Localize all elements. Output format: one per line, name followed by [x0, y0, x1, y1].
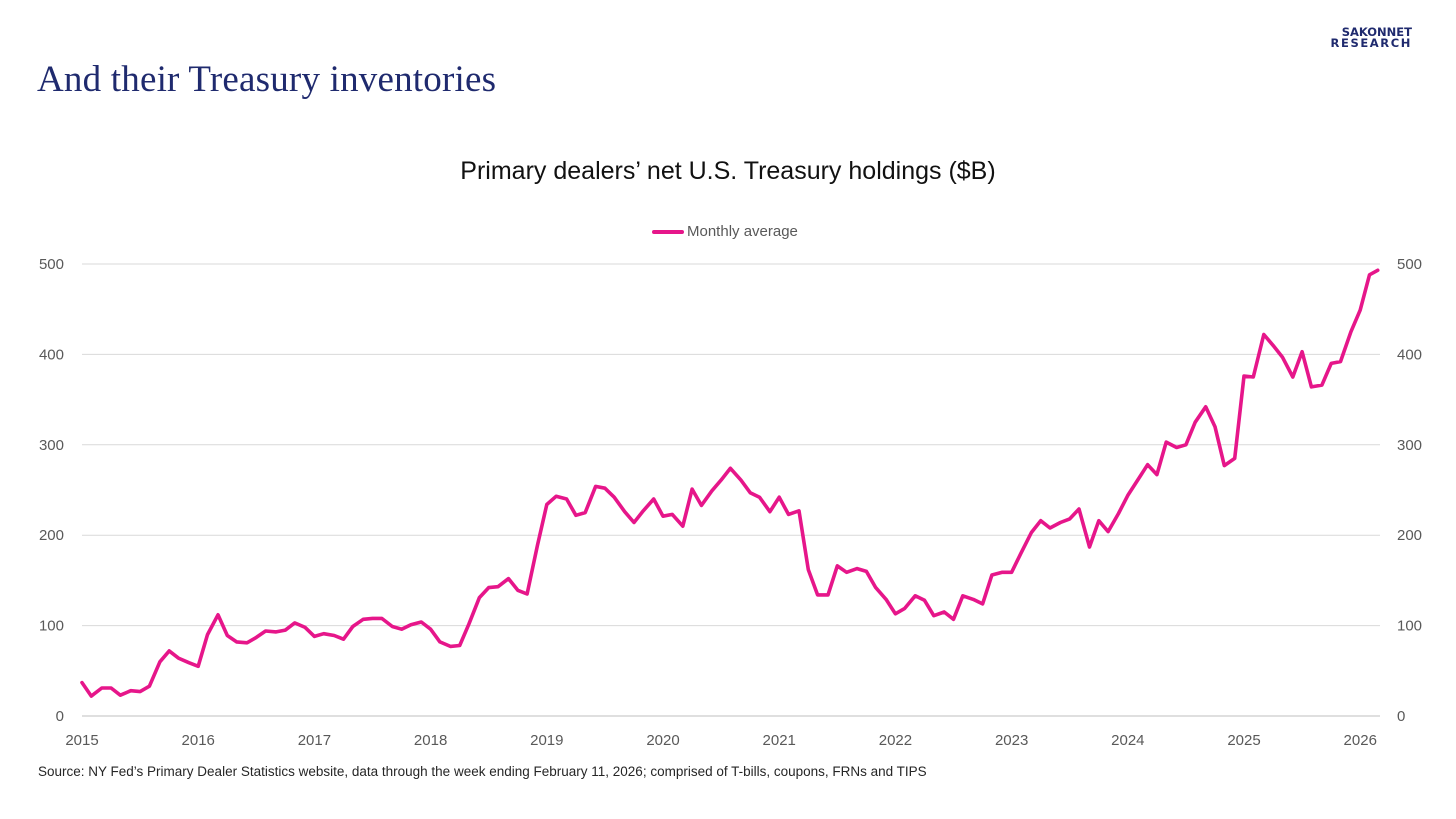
chart-legend: Monthly average	[652, 223, 798, 240]
sakonnet-research-logo: SAKONNET RESEARCH	[1330, 25, 1412, 50]
y-axis-left-ticks: 0 100 200 300 400 500	[39, 256, 64, 725]
x-tick-2019: 2019	[530, 732, 563, 749]
series-line-monthly-average	[80, 268, 1380, 698]
y-tick-left-200: 200	[39, 527, 64, 544]
slide-title: And their Treasury inventories	[37, 59, 497, 100]
y-tick-left-500: 500	[39, 256, 64, 273]
x-tick-2023: 2023	[995, 732, 1028, 749]
logo-line-2: RESEARCH	[1330, 36, 1412, 50]
y-tick-right-200: 200	[1397, 527, 1422, 544]
y-tick-left-0: 0	[56, 708, 64, 725]
chart-title: Primary dealers’ net U.S. Treasury holdi…	[460, 157, 996, 185]
x-axis-ticks: 2015 2016 2017 2018 2019 2020 2021 2022 2023 2024…	[65, 732, 1377, 749]
y-tick-right-0: 0	[1397, 708, 1405, 725]
x-tick-2024: 2024	[1111, 732, 1144, 749]
legend-swatch	[652, 229, 684, 234]
y-tick-right-500: 500	[1397, 256, 1422, 273]
y-tick-right-100: 100	[1397, 618, 1422, 635]
x-tick-2020: 2020	[646, 732, 679, 749]
y-tick-left-300: 300	[39, 437, 64, 454]
source-note: Source: NY Fed’s Primary Dealer Statisti…	[38, 764, 927, 779]
gridlines	[82, 263, 1380, 717]
x-tick-2016: 2016	[182, 732, 215, 749]
y-axis-right-ticks: 0 100 200 300 400 500	[1397, 256, 1422, 725]
x-tick-2018: 2018	[414, 732, 447, 749]
x-tick-2021: 2021	[763, 732, 796, 749]
x-tick-2025: 2025	[1227, 732, 1260, 749]
logo-line-1: SAKONNET	[1341, 25, 1412, 39]
legend-label: Monthly average	[687, 223, 798, 240]
y-tick-right-400: 400	[1397, 346, 1422, 363]
x-tick-2015: 2015	[65, 732, 98, 749]
y-tick-left-100: 100	[39, 618, 64, 635]
y-tick-right-300: 300	[1397, 437, 1422, 454]
y-tick-left-400: 400	[39, 346, 64, 363]
x-tick-2022: 2022	[879, 732, 912, 749]
x-tick-2017: 2017	[298, 732, 331, 749]
x-tick-2026: 2026	[1344, 732, 1377, 749]
